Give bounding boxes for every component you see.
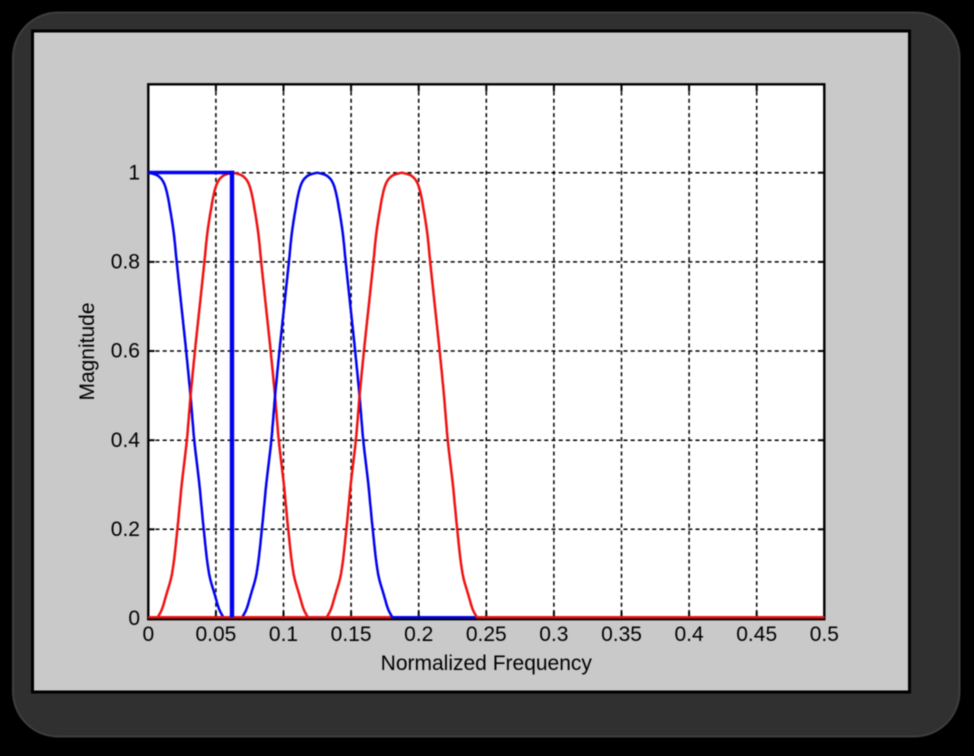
svg-text:1: 1 [128,161,140,184]
svg-text:0: 0 [142,623,154,646]
svg-text:0.2: 0.2 [404,623,433,646]
svg-text:0.8: 0.8 [111,251,140,274]
svg-text:0: 0 [128,607,140,630]
svg-text:0.5: 0.5 [810,623,839,646]
svg-text:0.25: 0.25 [466,623,507,646]
svg-text:Normalized Frequency: Normalized Frequency [381,652,593,675]
svg-text:0.35: 0.35 [601,623,642,646]
svg-text:0.1: 0.1 [269,623,298,646]
svg-text:0.05: 0.05 [195,623,236,646]
svg-text:Magnitude: Magnitude [76,302,99,400]
svg-text:0.45: 0.45 [736,623,777,646]
svg-text:0.2: 0.2 [111,518,140,541]
svg-text:0.4: 0.4 [674,623,704,646]
svg-text:0.3: 0.3 [539,623,568,646]
svg-text:0.6: 0.6 [111,340,140,363]
svg-text:0.15: 0.15 [331,623,372,646]
svg-text:0.4: 0.4 [111,429,141,452]
